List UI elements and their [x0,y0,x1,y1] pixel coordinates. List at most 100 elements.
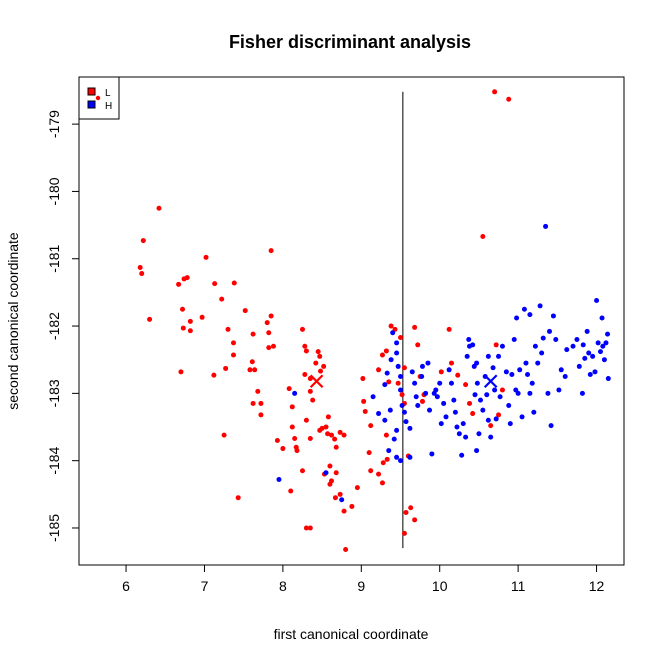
point-l [289,424,295,430]
point-l [307,525,313,531]
point-h [323,470,329,476]
point-l [180,306,186,312]
point-h [484,392,490,398]
point-l [137,264,143,270]
point-l [354,485,360,491]
point-l [176,281,182,287]
point-l [317,353,323,359]
point-h [339,497,345,503]
point-h [485,353,491,359]
point-h [460,421,466,427]
point-h [464,353,470,359]
point-h [384,370,390,376]
point-h [493,416,499,422]
point-l [506,96,512,102]
point-h [407,425,413,431]
point-h [459,452,465,458]
point-h [474,380,480,386]
point-l [303,525,309,531]
point-l [268,313,274,319]
point-h [401,409,407,415]
point-l [266,345,272,351]
point-h [535,360,541,366]
point-l [395,380,401,386]
point-l [332,495,338,501]
point-l [231,280,237,286]
point-h [472,392,478,398]
point-h [451,397,457,403]
point-l [147,316,153,322]
point-l [480,234,486,240]
point-h [292,390,298,396]
point-h [456,431,462,437]
point-h [394,350,400,356]
point-h [515,390,521,396]
point-h [570,343,576,349]
point-h [425,360,431,366]
point-l [255,388,261,394]
point-h [514,315,520,321]
point-h [562,374,568,380]
legend-swatch-l [87,87,96,96]
point-l [313,360,319,366]
point-h [599,315,605,321]
y-tick-label: -185 [46,514,62,542]
point-l [203,254,209,260]
point-l [368,468,374,474]
point-h [590,353,596,359]
point-l [266,330,272,336]
point-h [429,451,435,457]
point-h [413,394,419,400]
point-h [550,313,556,319]
point-h [398,387,404,393]
point-h [564,347,570,353]
point-l [270,343,276,349]
point-l [379,352,385,358]
point-h [403,419,409,425]
point-h [391,436,397,442]
point-h [527,312,533,318]
legend-label-l: L [105,88,111,99]
point-h [395,363,401,369]
point-l [307,388,313,394]
point-l [329,432,335,438]
point-l [274,437,280,443]
point-l [187,328,193,334]
y-tick-label: -182 [46,312,62,340]
point-l [360,376,366,382]
point-l [249,359,255,365]
point-h [521,306,527,312]
point-h [387,407,393,413]
point-l [349,503,355,509]
point-h [485,417,491,423]
point-h [545,390,551,396]
point-l [325,431,331,437]
point-l [412,517,418,523]
point-l [332,436,338,442]
point-h [448,380,454,386]
point-l [219,296,225,302]
point-h [438,421,444,427]
point-h [553,337,559,343]
y-tick-label: -184 [46,446,62,474]
point-l [252,367,258,373]
point-h [595,340,601,346]
y-axis: -179 -180 -181 -182 -183 -184 -185 [46,110,79,542]
point-h [488,434,494,440]
point-l [247,367,253,373]
point-l [401,365,407,371]
point-h [496,353,502,359]
point-l [337,429,343,435]
point-h [370,394,376,400]
point-l [368,423,374,429]
point-h [376,411,382,417]
point-h [452,409,458,415]
point-l [376,471,382,477]
point-l [403,509,409,515]
point-l [362,409,368,415]
x-tick-label: 12 [589,578,605,594]
point-l [310,397,316,403]
x-tick-label: 10 [432,578,448,594]
legend-point-l [95,95,101,101]
